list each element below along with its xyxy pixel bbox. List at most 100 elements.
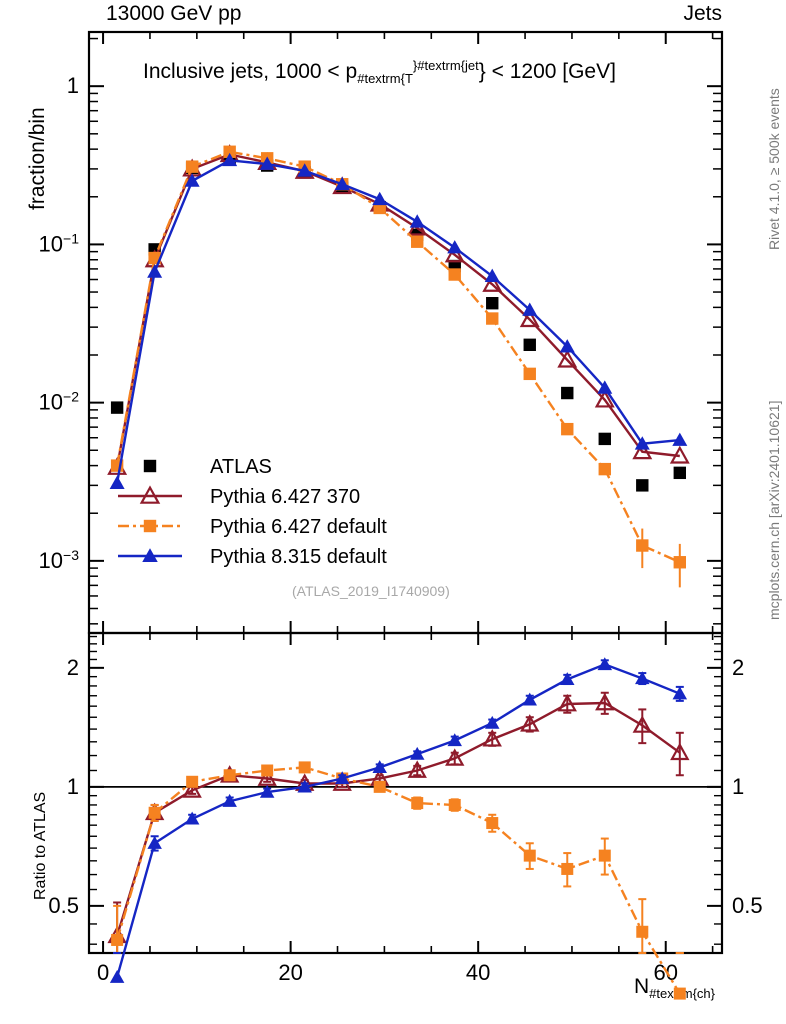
data-point-main <box>561 422 574 436</box>
data-point-ratio <box>673 987 686 1000</box>
data-point-ratio <box>557 693 577 712</box>
data-point-main <box>148 251 161 265</box>
data-point-ratio <box>484 715 500 729</box>
data-point-ratio <box>670 742 690 761</box>
data-point-main <box>484 268 500 283</box>
y-tick-label-ratio: 1 <box>67 774 79 799</box>
y-tick-label-main: 10−3 <box>39 547 80 573</box>
data-point-ratio <box>373 780 386 793</box>
data-point-main <box>409 214 425 228</box>
data-point-ratio <box>523 849 536 862</box>
data-point-ratio <box>635 671 650 685</box>
y-tick-label-ratio-right: 2 <box>732 655 744 680</box>
data-point-ratio <box>447 733 462 747</box>
y-tick-label-ratio: 2 <box>67 655 79 680</box>
data-point-ratio <box>632 715 652 733</box>
series-line-ratio <box>115 701 681 937</box>
panel-title-superscript: }#textrm{jet <box>412 58 479 73</box>
data-point-main <box>673 466 686 480</box>
legend-marker-triangle-open <box>139 485 161 504</box>
data-point-ratio <box>560 672 575 686</box>
data-point-ratio <box>411 797 424 810</box>
y-tick-label-main: 10−2 <box>39 389 80 415</box>
data-point-ratio <box>407 760 427 778</box>
data-point-main <box>185 160 199 173</box>
data-point-main <box>411 235 424 248</box>
header-left: 13000 GeV pp <box>106 2 242 25</box>
data-point-main <box>448 268 461 281</box>
data-point-ratio <box>222 793 237 807</box>
data-point-main <box>447 240 463 254</box>
data-point-main <box>519 309 540 328</box>
data-point-ratio <box>672 686 688 700</box>
data-point-ratio <box>486 817 499 830</box>
data-point-ratio <box>334 771 350 785</box>
data-point-ratio <box>182 780 202 798</box>
data-point-main <box>636 479 649 492</box>
data-point-main <box>559 339 575 353</box>
data-point-ratio <box>445 748 465 766</box>
data-point-main <box>561 386 574 400</box>
panel-title-subscript: #textrm{T <box>357 71 413 87</box>
data-point-main <box>523 338 536 352</box>
series-line-main <box>115 153 680 468</box>
panel-title-text: Inclusive jets, 1000 < p <box>143 60 358 83</box>
panel-title: Inclusive jets, 1000 < p#textrm{T}#textr… <box>143 58 616 86</box>
data-point-ratio <box>636 925 649 938</box>
data-point-ratio <box>522 692 538 706</box>
data-point-main <box>259 156 275 170</box>
legend-label: ATLAS <box>210 456 272 478</box>
data-point-ratio <box>259 784 275 798</box>
data-point-ratio <box>186 775 199 788</box>
data-point-main <box>597 380 613 394</box>
data-point-main <box>634 436 650 450</box>
data-point-main <box>222 152 238 167</box>
legend-marker-square-filled <box>143 459 157 473</box>
data-point-main <box>598 462 611 476</box>
data-point-ratio <box>448 798 461 811</box>
series-line-main <box>115 150 681 564</box>
data-point-ratio <box>520 714 540 732</box>
x-tick-label: 40 <box>466 960 490 985</box>
data-point-main <box>598 432 611 446</box>
legend-label: Pythia 8.315 default <box>210 546 387 568</box>
data-point-main <box>482 273 503 292</box>
data-point-main <box>486 312 499 325</box>
data-point-main <box>297 163 313 177</box>
legend-label: Pythia 6.427 default <box>210 516 387 538</box>
data-point-main <box>669 445 690 464</box>
series-line-main <box>115 159 680 484</box>
data-point-ratio <box>148 806 161 819</box>
data-point-main <box>372 191 388 206</box>
data-point-ratio <box>184 811 200 825</box>
data-point-main <box>110 401 124 414</box>
data-point-ratio <box>261 764 274 777</box>
series-line-ratio <box>115 766 681 995</box>
y-tick-label-main: 10−1 <box>39 230 80 256</box>
data-point-main <box>522 302 538 316</box>
data-point-main <box>672 432 688 446</box>
data-point-ratio <box>595 692 615 711</box>
legend-marker-square-filled <box>143 519 157 533</box>
panel-title-tail: } < 1200 [GeV] <box>478 60 616 83</box>
data-point-ratio <box>109 969 125 983</box>
data-point-main <box>109 475 125 489</box>
data-point-main <box>523 367 536 381</box>
data-point-ratio <box>223 769 236 782</box>
y-tick-label-ratio-right: 1 <box>732 774 744 799</box>
dataset-watermark: (ATLAS_2019_I1740909) <box>292 583 450 599</box>
data-point-main <box>557 349 578 368</box>
legend-label: Pythia 6.427 370 <box>210 486 360 508</box>
header-right: Jets <box>683 2 722 25</box>
data-point-ratio <box>561 862 574 875</box>
data-point-main <box>184 173 200 187</box>
data-point-ratio <box>409 746 425 760</box>
data-point-main <box>334 176 350 191</box>
ratio-panel-frame <box>87 631 724 955</box>
data-point-main <box>147 264 163 278</box>
data-point-ratio <box>257 768 277 786</box>
data-point-ratio <box>372 760 387 774</box>
y-tick-label-ratio-right: 0.5 <box>732 893 763 918</box>
x-axis-label-main: N <box>634 975 650 998</box>
y-tick-label-main: 1 <box>67 73 79 98</box>
